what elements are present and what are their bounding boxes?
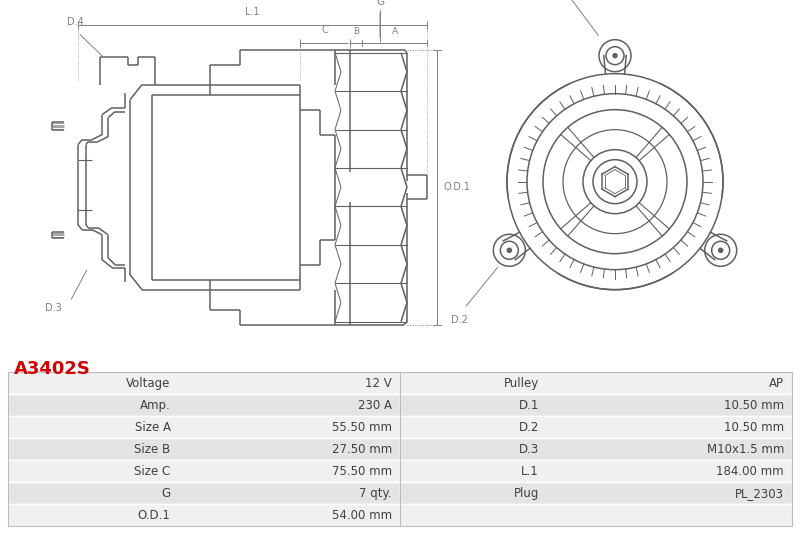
Text: D.4: D.4 [66,17,83,27]
Circle shape [507,248,511,252]
Circle shape [718,248,722,252]
Bar [400,395,792,416]
Bar [400,482,792,504]
Text: 184.00 mm: 184.00 mm [716,465,784,478]
Text: D.2: D.2 [451,315,468,325]
Text: A3402S: A3402S [14,360,91,378]
Text: O.D.1: O.D.1 [138,508,170,522]
Text: C: C [322,25,328,35]
Text: PL_2303: PL_2303 [735,487,784,499]
Text: B: B [353,27,359,36]
Bar [8,395,400,416]
Text: 54.00 mm: 54.00 mm [332,508,392,522]
Bar [400,372,792,395]
Text: Amp.: Amp. [140,399,170,412]
Text: D.2: D.2 [518,421,539,434]
Text: M10x1.5 mm: M10x1.5 mm [706,442,784,456]
Text: 10.50 mm: 10.50 mm [724,399,784,412]
Bar [8,460,400,482]
Text: O.D.1: O.D.1 [443,182,470,192]
Bar [8,438,400,460]
Bar [400,460,792,482]
Text: Size B: Size B [134,442,170,456]
Text: 230 A: 230 A [358,399,392,412]
Bar [8,416,400,438]
Text: Size C: Size C [134,465,170,478]
Text: A: A [391,27,398,36]
Text: L.1: L.1 [522,465,539,478]
Bar [400,438,792,460]
Text: L.1: L.1 [245,7,260,17]
Text: 10.50 mm: 10.50 mm [724,421,784,434]
Text: D.3: D.3 [46,302,62,312]
Text: D.3: D.3 [518,442,539,456]
Text: G: G [376,0,384,7]
Bar [400,504,792,526]
Text: 27.50 mm: 27.50 mm [332,442,392,456]
Text: Size A: Size A [134,421,170,434]
Bar [8,372,792,526]
Text: 75.50 mm: 75.50 mm [332,465,392,478]
Text: 7 qty.: 7 qty. [359,487,392,499]
Text: G: G [162,487,170,499]
Text: Pulley: Pulley [504,377,539,390]
Circle shape [613,54,617,57]
Text: AP: AP [769,377,784,390]
Bar [8,372,400,395]
Text: 55.50 mm: 55.50 mm [332,421,392,434]
Text: Voltage: Voltage [126,377,170,390]
Bar [8,504,400,526]
Text: D.1: D.1 [518,399,539,412]
Text: Plug: Plug [514,487,539,499]
Text: 12 V: 12 V [366,377,392,390]
Bar [8,482,400,504]
Bar [400,416,792,438]
